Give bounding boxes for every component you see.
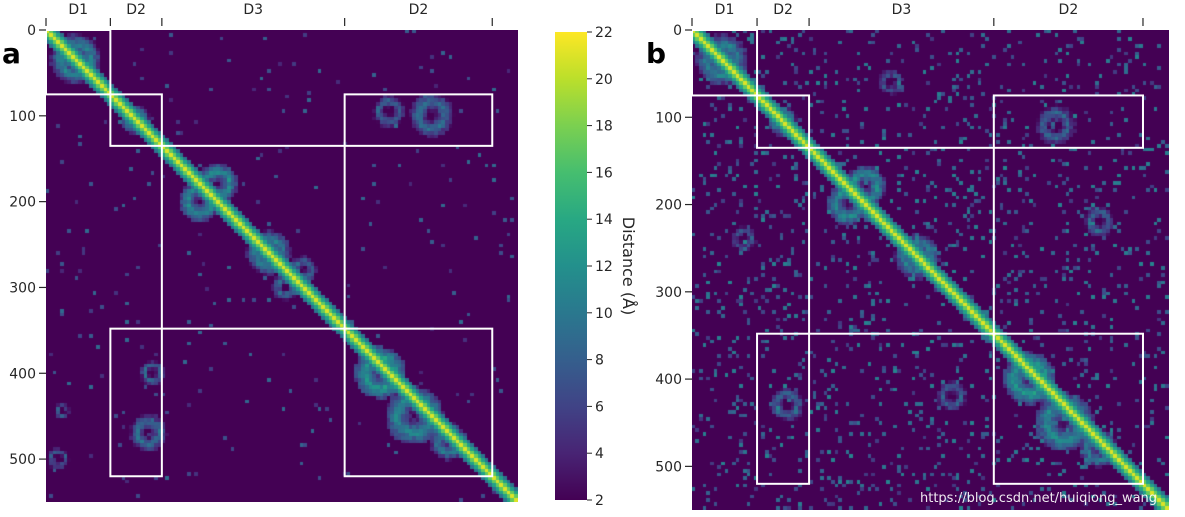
y-tick-label: 100	[9, 109, 36, 125]
colorbar-tick-label: 6	[595, 399, 604, 415]
colorbar-tick-label: 8	[595, 353, 604, 369]
domain-label: D1	[715, 2, 735, 18]
watermark: https://blog.csdn.net/huiqiong_wang	[920, 491, 1157, 506]
y-tick-label: 0	[27, 23, 36, 39]
colorbar-label: Distance (Å)	[619, 217, 638, 315]
domain-label: D3	[243, 2, 263, 18]
colorbar-tick-label: 18	[595, 119, 613, 135]
colorbar-ticks: 22 20 18 16 14 12 10 8 6 4 2	[587, 25, 613, 509]
y-tick-label: 400	[9, 366, 36, 382]
y-tick-label: 100	[655, 110, 682, 126]
domain-label: D1	[68, 2, 88, 18]
colorbar-tick-label: 16	[595, 165, 613, 181]
panel-letter-a: a	[2, 37, 21, 70]
panel-letter-b: b	[646, 37, 666, 70]
panel-b: b D1 D2 D3 D2 0 100 200 300 400 500 https://blog.…	[646, 2, 1169, 510]
y-tick-label: 200	[655, 198, 682, 214]
domain-box	[691, 29, 759, 97]
y-tick-label: 400	[655, 372, 682, 388]
axes-a: D1 D2 D3 D2 0 100 200 300 400 500	[9, 2, 493, 468]
colorbar-tick-label: 22	[595, 25, 613, 41]
heatmap-b-container	[692, 30, 1169, 510]
domain-label: D2	[126, 2, 146, 18]
colorbar-tick-label: 10	[595, 306, 613, 322]
domain-boxes-b	[691, 29, 1144, 485]
colorbar-tick-label: 14	[595, 212, 613, 228]
domain-box	[992, 332, 1144, 485]
domain-label: D2	[409, 2, 429, 18]
y-tick-label: 500	[655, 459, 682, 475]
heatmap-a-container	[46, 30, 518, 502]
domain-box	[343, 327, 494, 478]
domain-label: D3	[892, 2, 912, 18]
heatmap-b	[692, 30, 1169, 510]
heatmap-a	[46, 30, 518, 502]
domain-box	[808, 146, 995, 335]
domain-box	[45, 29, 112, 96]
domain-box	[109, 327, 163, 478]
domain-box	[343, 93, 494, 147]
y-tick-label: 300	[9, 280, 36, 296]
colorbar: 22 20 18 16 14 12 10 8 6 4 2 Distance (Å)	[555, 25, 638, 509]
panel-a: a D1 D2 D3 D2 0 100 200 300 400 500	[2, 2, 518, 502]
y-tick-label: 500	[9, 452, 36, 468]
colorbar-tick-label: 2	[595, 493, 604, 509]
colorbar-tick-label: 20	[595, 72, 613, 88]
domain-label: D2	[1059, 2, 1079, 18]
colorbar-tick-label: 12	[595, 259, 613, 275]
domain-box	[992, 94, 1144, 149]
domain-box	[160, 144, 346, 330]
axes-b: D1 D2 D3 D2 0 100 200 300 400 500	[655, 2, 1144, 475]
domain-boxes-a	[45, 29, 494, 478]
y-tick-label: 300	[655, 285, 682, 301]
domain-box	[756, 94, 811, 149]
domain-box	[756, 332, 811, 485]
domain-label: D2	[773, 2, 793, 18]
y-tick-label: 0	[673, 23, 682, 39]
colorbar-gradient	[555, 32, 587, 500]
y-tick-label: 200	[9, 195, 36, 211]
domain-box	[109, 93, 163, 147]
colorbar-tick-label: 4	[595, 446, 604, 462]
